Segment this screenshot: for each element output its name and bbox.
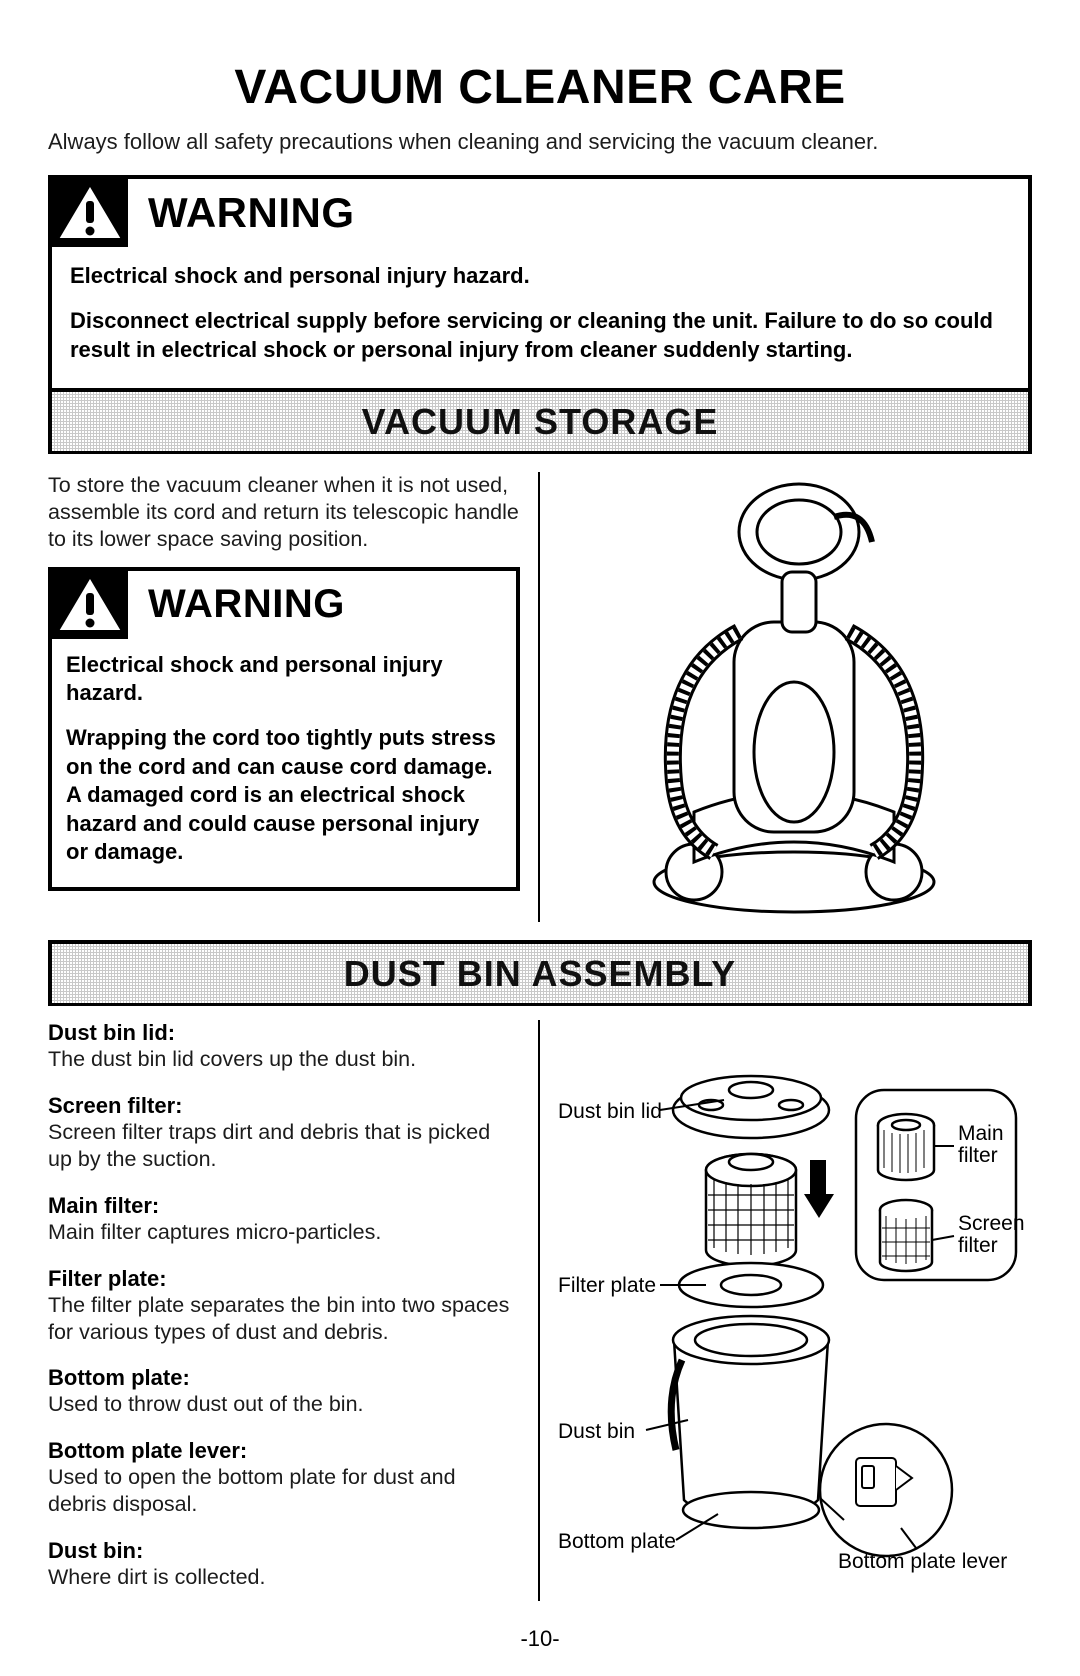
diagram-label-screen-filter-2: filter (958, 1234, 998, 1257)
definition-desc: Screen filter traps dirt and debris that… (48, 1119, 520, 1173)
definition-desc: Main filter captures micro-particles. (48, 1219, 520, 1246)
definition-term: Bottom plate lever: (48, 1438, 520, 1464)
diagram-label-bottom-plate-lever: Bottom plate lever (838, 1550, 1007, 1573)
diagram-label-dust-bin: Dust bin (558, 1420, 635, 1443)
section-header-storage: VACUUM STORAGE (48, 388, 1032, 454)
section-title-assembly: DUST BIN ASSEMBLY (344, 953, 736, 995)
warning-detail-line: Wrapping the cord too tightly puts stres… (66, 724, 502, 867)
definition-desc: Used to throw dust out of the bin. (48, 1391, 520, 1418)
page-title: VACUUM CLEANER CARE (48, 60, 1032, 115)
storage-left-column: To store the vacuum cleaner when it is n… (48, 472, 540, 922)
definition-term: Screen filter: (48, 1093, 520, 1119)
warning-hazard-line: Electrical shock and personal injury haz… (70, 263, 1010, 289)
definition-item: Dust bin: Where dirt is collected. (48, 1538, 520, 1591)
diagram-label-filter-plate: Filter plate (558, 1274, 656, 1297)
section-header-assembly: DUST BIN ASSEMBLY (48, 940, 1032, 1006)
definition-term: Main filter: (48, 1193, 520, 1219)
assembly-right-column: Dust bin lid Filter plate Dust bin Botto… (540, 1020, 1032, 1601)
storage-intro-text: To store the vacuum cleaner when it is n… (48, 472, 520, 553)
definition-term: Dust bin: (48, 1538, 520, 1564)
vacuum-illustration-icon (604, 472, 994, 922)
warning-title: WARNING (148, 582, 345, 627)
definition-desc: The dust bin lid covers up the dust bin. (48, 1046, 520, 1073)
warning-header: WARNING (52, 571, 502, 639)
warning-triangle-icon (52, 179, 128, 247)
definition-item: Main filter: Main filter captures micro-… (48, 1193, 520, 1246)
storage-columns: To store the vacuum cleaner when it is n… (48, 472, 1032, 922)
warning-triangle-icon (52, 571, 128, 639)
definition-desc: Used to open the bottom plate for dust a… (48, 1464, 520, 1518)
dust-bin-exploded-icon: Dust bin lid Filter plate Dust bin Botto… (556, 1050, 1026, 1590)
diagram-label-main-filter-2: filter (958, 1144, 998, 1167)
section-title-storage: VACUUM STORAGE (362, 401, 719, 443)
definition-desc: The filter plate separates the bin into … (48, 1292, 520, 1346)
warning-box-primary: WARNING Electrical shock and personal in… (48, 175, 1032, 392)
warning-hazard-line: Electrical shock and personal injury haz… (66, 651, 502, 708)
storage-right-column (540, 472, 1032, 922)
page-number: -10- (0, 1626, 1080, 1652)
warning-detail-line: Disconnect electrical supply before serv… (70, 307, 1010, 364)
definition-term: Filter plate: (48, 1266, 520, 1292)
assembly-left-column: Dust bin lid: The dust bin lid covers up… (48, 1020, 540, 1601)
diagram-label-main-filter: Main (958, 1122, 1004, 1145)
diagram-label-bottom-plate: Bottom plate (558, 1530, 676, 1553)
definition-term: Dust bin lid: (48, 1020, 520, 1046)
intro-text: Always follow all safety precautions whe… (48, 129, 1032, 155)
definition-item: Bottom plate: Used to throw dust out of … (48, 1365, 520, 1418)
warning-box-secondary: WARNING Electrical shock and personal in… (48, 567, 520, 891)
definition-item: Dust bin lid: The dust bin lid covers up… (48, 1020, 520, 1073)
assembly-columns: Dust bin lid: The dust bin lid covers up… (48, 1020, 1032, 1601)
diagram-label-lid: Dust bin lid (558, 1100, 662, 1123)
definition-item: Filter plate: The filter plate separates… (48, 1266, 520, 1346)
diagram-label-screen-filter: Screen (958, 1212, 1025, 1235)
warning-title: WARNING (148, 189, 355, 237)
warning-header: WARNING (52, 179, 1010, 247)
definition-desc: Where dirt is collected. (48, 1564, 520, 1591)
definition-term: Bottom plate: (48, 1365, 520, 1391)
definition-item: Screen filter: Screen filter traps dirt … (48, 1093, 520, 1173)
definition-item: Bottom plate lever: Used to open the bot… (48, 1438, 520, 1518)
